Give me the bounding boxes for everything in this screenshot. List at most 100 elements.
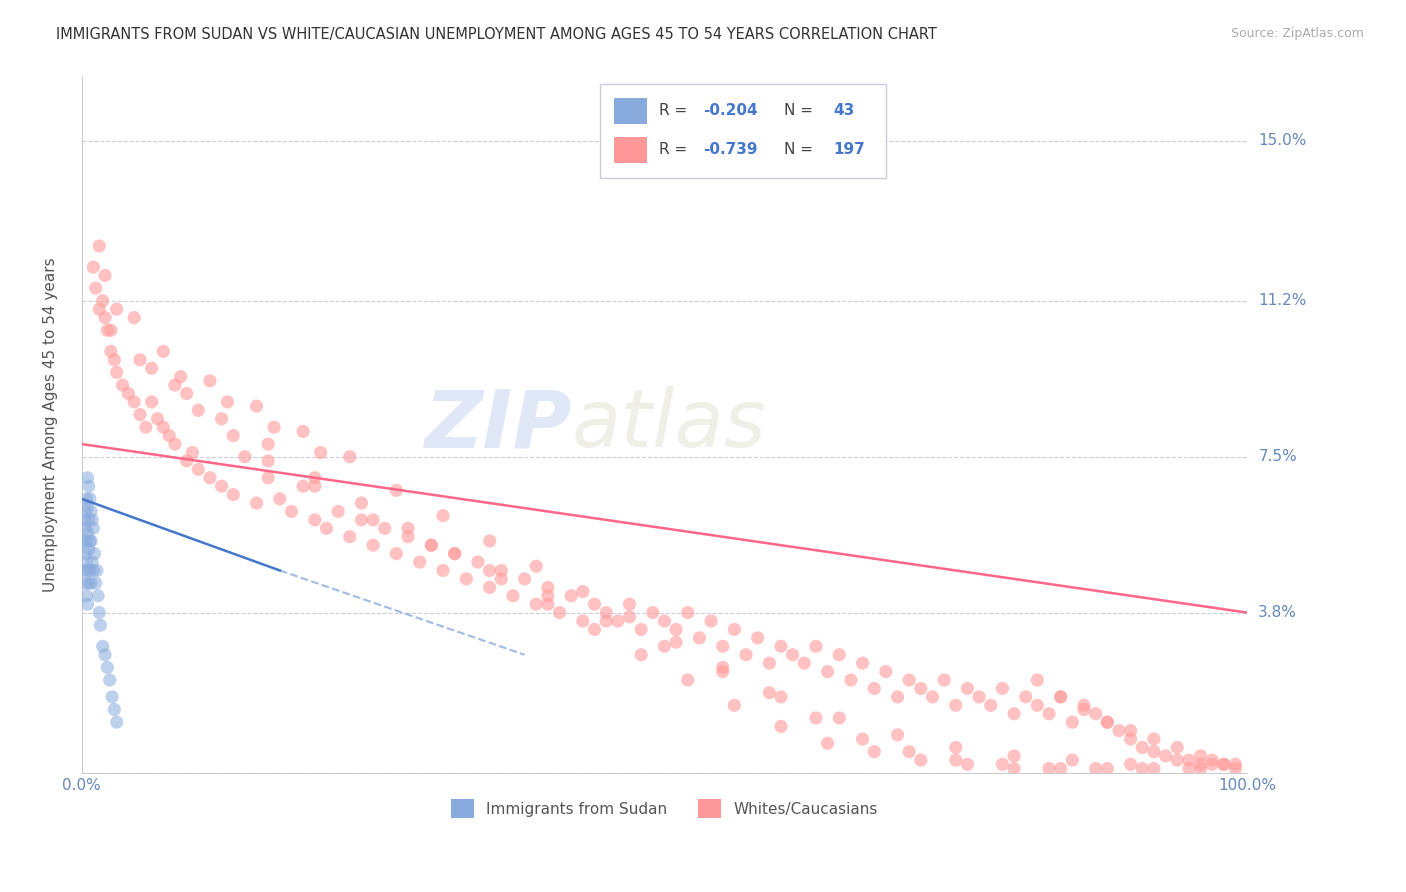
Point [91, 640, 114, 654]
Point [956, 681, 979, 696]
Text: N =: N = [785, 142, 818, 157]
Point [176, 454, 198, 468]
FancyBboxPatch shape [600, 85, 886, 178]
Point [758, 656, 780, 670]
Point [198, 374, 221, 388]
Point [350, 496, 373, 510]
Point [217, 395, 239, 409]
Point [583, 623, 606, 637]
Point [956, 757, 979, 772]
Point [513, 572, 536, 586]
Point [245, 496, 267, 510]
Point [222, 428, 245, 442]
Point [75, 576, 97, 591]
Point [898, 745, 921, 759]
Point [80, 533, 103, 548]
Point [105, 715, 128, 730]
Text: -0.204: -0.204 [703, 103, 758, 119]
Point [73, 513, 96, 527]
Point [76, 597, 98, 611]
Text: 7.5%: 7.5% [1258, 450, 1296, 464]
Text: 3.8%: 3.8% [1258, 605, 1298, 620]
Point [1143, 745, 1166, 759]
Point [1002, 762, 1025, 776]
Point [1166, 740, 1188, 755]
Point [1015, 690, 1038, 704]
Point [79, 564, 101, 578]
Point [641, 606, 664, 620]
Point [1049, 762, 1071, 776]
Point [75, 521, 97, 535]
Point [945, 753, 967, 767]
Point [187, 462, 209, 476]
Text: 11.2%: 11.2% [1258, 293, 1306, 309]
Point [456, 572, 478, 586]
Point [886, 690, 908, 704]
Point [79, 533, 101, 548]
Point [572, 584, 595, 599]
Point [163, 437, 186, 451]
Point [478, 533, 501, 548]
Point [211, 479, 233, 493]
Point [75, 589, 97, 603]
Point [82, 564, 104, 578]
Point [152, 344, 174, 359]
Point [654, 640, 676, 654]
Point [467, 555, 489, 569]
Point [619, 610, 641, 624]
Point [793, 656, 815, 670]
Point [385, 547, 408, 561]
Point [396, 521, 419, 535]
Point [1143, 762, 1166, 776]
Point [111, 378, 134, 392]
Point [548, 606, 571, 620]
Point [280, 504, 302, 518]
Point [851, 732, 873, 747]
Point [1049, 690, 1071, 704]
Point [80, 504, 103, 518]
Point [89, 606, 111, 620]
Point [339, 530, 361, 544]
Point [606, 614, 628, 628]
Point [443, 547, 465, 561]
Point [688, 631, 710, 645]
Point [595, 606, 617, 620]
Point [339, 450, 361, 464]
Point [84, 576, 107, 591]
Point [76, 525, 98, 540]
Point [157, 428, 180, 442]
Point [665, 635, 688, 649]
Point [101, 690, 124, 704]
Point [665, 623, 688, 637]
Point [1225, 762, 1247, 776]
Point [723, 698, 745, 713]
Point [292, 479, 315, 493]
Point [361, 538, 384, 552]
Point [1119, 723, 1142, 738]
Point [432, 564, 454, 578]
Point [80, 576, 103, 591]
Point [1212, 757, 1234, 772]
Point [82, 260, 104, 274]
Point [315, 521, 337, 535]
Point [87, 589, 110, 603]
Point [94, 268, 117, 283]
Point [1084, 706, 1107, 721]
Point [758, 686, 780, 700]
Point [1143, 732, 1166, 747]
Point [491, 564, 513, 578]
Point [257, 471, 280, 485]
Point [89, 239, 111, 253]
Point [96, 660, 118, 674]
Point [292, 425, 315, 439]
Text: Source: ZipAtlas.com: Source: ZipAtlas.com [1230, 27, 1364, 40]
Point [572, 614, 595, 628]
Point [654, 614, 676, 628]
Point [1189, 762, 1212, 776]
Point [91, 293, 114, 308]
Point [96, 323, 118, 337]
Point [105, 302, 128, 317]
Point [502, 589, 524, 603]
Point [396, 530, 419, 544]
Point [711, 660, 734, 674]
